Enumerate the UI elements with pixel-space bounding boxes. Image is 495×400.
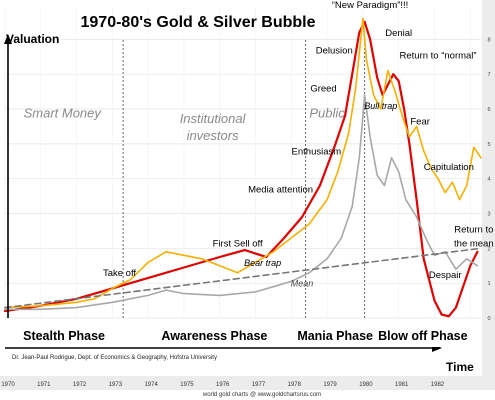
- x-tick-label: 1971: [37, 382, 51, 388]
- y-tick-label: 8: [487, 37, 490, 43]
- series-line-silver: [4, 94, 479, 311]
- x-tick-label: 1981: [395, 382, 409, 388]
- y-tick-label: 6: [487, 107, 490, 113]
- x-tick-label: 1973: [109, 382, 123, 388]
- y-tick-label: 0: [487, 316, 490, 322]
- y-tick-label: 2: [487, 246, 490, 252]
- y-tick-label: 7: [487, 72, 490, 78]
- x-tick-label: 1976: [216, 382, 230, 388]
- y-axis-label: Valuation: [6, 32, 59, 46]
- annotation: Media attention: [248, 185, 313, 196]
- phase-band: Stealth Phase Awareness Phase Mania Phase B…: [5, 320, 475, 347]
- annotation: Greed: [310, 84, 336, 95]
- annotation: Enthusiasm: [292, 146, 342, 157]
- x-tick-label: 1978: [288, 382, 302, 388]
- annotation: Bull trap: [364, 101, 397, 111]
- y-tick-label: 5: [487, 142, 490, 148]
- participant-label: Institutional investors: [180, 111, 247, 143]
- watermark: world gold charts @ www.goldchartsrus.co…: [202, 392, 321, 398]
- annotation: the mean: [454, 239, 494, 250]
- phase-band-bg: [5, 320, 475, 347]
- annotation: “New Paradigm”!!!: [332, 0, 409, 11]
- chart-title: 1970-80's Gold & Silver Bubble: [81, 14, 316, 31]
- chart-text: 1970-80's Gold & Silver Bubble Valuation…: [6, 14, 474, 398]
- y-tick-label: 4: [487, 177, 490, 183]
- participant-label: Public: [309, 106, 345, 121]
- x-tick-strip: [0, 376, 495, 390]
- annotation: Return to: [454, 225, 493, 236]
- annotation: Mean: [291, 279, 314, 289]
- x-tick-label: 1979: [323, 382, 337, 388]
- annotation: Take off: [103, 268, 136, 279]
- x-tick-label: 1972: [73, 382, 87, 388]
- annotation: Capitulation: [424, 162, 474, 173]
- x-axis-label: Time: [446, 360, 474, 374]
- annotation: First Sell off: [213, 239, 263, 250]
- y-axis-arrow: [4, 34, 12, 44]
- phase-label: Stealth Phase: [23, 328, 105, 343]
- x-tick-label: 1980: [359, 382, 373, 388]
- y-tick-label: 1: [487, 281, 490, 287]
- source-note: Dr. Jean-Paul Rodrigue, Dept. of Economi…: [12, 355, 217, 361]
- phase-label: Blow off Phase: [378, 328, 467, 343]
- plot-area: [5, 8, 481, 318]
- annotations: Smart Money Institutional investors Public “…: [24, 0, 494, 289]
- x-tick-label: 1977: [252, 382, 266, 388]
- annotation: Despair: [429, 270, 462, 281]
- annotation: Return to “normal”: [400, 51, 477, 62]
- annotation: Bear trap: [244, 258, 281, 268]
- series-lines: [3, 17, 482, 318]
- tick-labels: 1970 1971 1972 1973 1974 1975 1976 1977 1978 1979…: [0, 0, 495, 390]
- y-tick-label: 3: [487, 212, 490, 218]
- annotation: Fear: [410, 117, 430, 128]
- annotation: Denial: [385, 28, 412, 39]
- x-tick-label: 1974: [144, 382, 158, 388]
- phase-label: Mania Phase: [297, 328, 373, 343]
- y-tick-strip: [482, 0, 495, 376]
- x-tick-label: 1982: [431, 382, 445, 388]
- x-tick-label: 1975: [180, 382, 194, 388]
- x-tick-label: 1970: [1, 382, 15, 388]
- series-line-trend: [3, 20, 479, 318]
- gridlines: [4, 8, 481, 319]
- annotation: Delusion: [316, 45, 353, 56]
- series-line-mean: [4, 247, 482, 309]
- phase-label: Awareness Phase: [161, 328, 267, 343]
- plot-background: [5, 8, 481, 318]
- phase-dividers: [122, 40, 366, 348]
- participant-label: Smart Money: [24, 106, 103, 121]
- series-line-gold: [4, 17, 482, 309]
